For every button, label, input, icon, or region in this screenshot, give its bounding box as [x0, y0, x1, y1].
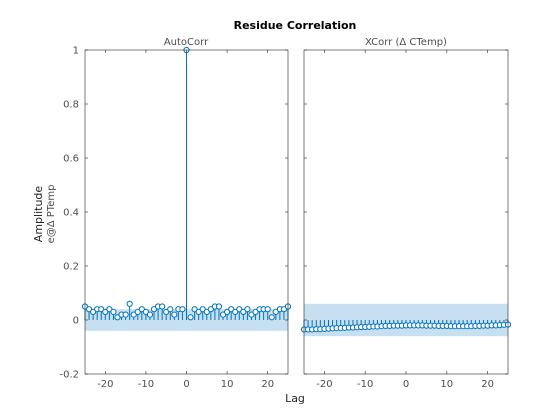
- autocorr-marker: [268, 314, 275, 321]
- autocorr-marker: [179, 306, 186, 313]
- autocorr-marker: [146, 311, 154, 318]
- autocorr-xtick-label: 10: [221, 379, 234, 390]
- autocorr-marker: [187, 314, 194, 321]
- xcorr-xtick-label: -10: [357, 379, 373, 390]
- xcorr-xtick-label: 20: [481, 379, 494, 390]
- autocorr-marker: [126, 300, 133, 307]
- autocorr-marker: [159, 303, 166, 310]
- autocorr-ytick-label: 0.8: [63, 100, 79, 111]
- autocorr-marker: [215, 303, 223, 310]
- autocorr-xtick-label: -10: [138, 379, 154, 390]
- autocorr-marker: [110, 308, 117, 315]
- autocorr-ytick-label: 0.6: [63, 154, 79, 165]
- autocorr-xtick-label: -20: [97, 379, 113, 390]
- xcorr-panel: XCorr (Δ CTemp) -20 -10 0 10 20: [300, 37, 512, 390]
- autocorr-ytick-label: 1: [73, 46, 79, 57]
- xcorr-xtick-label: 10: [440, 379, 453, 390]
- autocorr-title: AutoCorr: [164, 37, 209, 48]
- xcorr-xtick-label: 0: [403, 379, 409, 390]
- autocorr-marker: [171, 311, 178, 318]
- xcorr-title: XCorr (Δ CTemp): [365, 37, 447, 48]
- y-axis-sublabel: e@Δ PTemp: [46, 185, 57, 244]
- autocorr-marker: [264, 306, 271, 313]
- autocorr-panel: AutoCorr -20 -10 0 10 20 -0.2 0 0.2 0.4 0.6 0.8 1: [59, 37, 292, 390]
- autocorr-marker: [244, 306, 251, 313]
- autocorr-marker: [122, 311, 129, 318]
- figure-title: Residue Correlation: [234, 19, 357, 32]
- y-axis-label: Amplitude: [32, 186, 45, 243]
- autocorr-xtick-label: 0: [183, 379, 189, 390]
- xcorr-xtick-label: -20: [316, 379, 332, 390]
- autocorr-xtick-label: 20: [261, 379, 274, 390]
- x-axis-label: Lag: [285, 392, 305, 405]
- autocorr-ytick-label: -0.2: [59, 370, 79, 381]
- autocorr-ytick-label: 0.4: [63, 208, 79, 219]
- autocorr-marker: [167, 306, 174, 313]
- autocorr-ytick-label: 0.2: [63, 262, 79, 273]
- autocorr-ytick-label: 0: [73, 316, 79, 327]
